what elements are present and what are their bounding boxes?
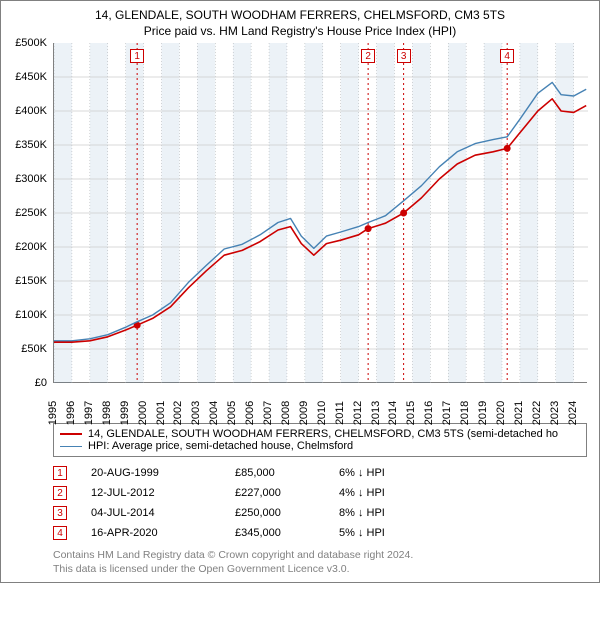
transaction-date: 04-JUL-2014 bbox=[91, 507, 211, 519]
x-tick-label: 2010 bbox=[316, 401, 328, 425]
x-tick-label: 1996 bbox=[65, 401, 77, 425]
chart-card: 14, GLENDALE, SOUTH WOODHAM FERRERS, CHE… bbox=[0, 0, 600, 583]
event-marker-badge: 1 bbox=[130, 49, 144, 63]
x-tick-label: 2012 bbox=[352, 401, 364, 425]
event-marker-badge: 3 bbox=[397, 49, 411, 63]
legend-swatch bbox=[60, 433, 82, 435]
transaction-date: 20-AUG-1999 bbox=[91, 467, 211, 479]
legend-label: 14, GLENDALE, SOUTH WOODHAM FERRERS, CHE… bbox=[88, 428, 558, 440]
transaction-row: 3 04-JUL-2014 £250,000 8% ↓ HPI bbox=[53, 503, 587, 523]
transaction-hpi-delta: 6% ↓ HPI bbox=[339, 467, 479, 479]
transaction-badge: 3 bbox=[53, 506, 67, 520]
y-tick-label: £300K bbox=[15, 173, 47, 185]
transaction-badge: 1 bbox=[53, 466, 67, 480]
x-tick-label: 1998 bbox=[101, 401, 113, 425]
y-tick-label: £50K bbox=[21, 343, 47, 355]
transaction-price: £345,000 bbox=[235, 527, 315, 539]
transaction-price: £85,000 bbox=[235, 467, 315, 479]
y-tick-label: £250K bbox=[15, 207, 47, 219]
title-subtitle: Price paid vs. HM Land Registry's House … bbox=[5, 23, 595, 39]
x-tick-label: 2007 bbox=[262, 401, 274, 425]
y-tick-label: £500K bbox=[15, 37, 47, 49]
x-tick-label: 1999 bbox=[119, 401, 131, 425]
legend-item: 14, GLENDALE, SOUTH WOODHAM FERRERS, CHE… bbox=[60, 428, 580, 440]
x-tick-label: 2009 bbox=[298, 401, 310, 425]
footer-line-1: Contains HM Land Registry data © Crown c… bbox=[53, 549, 587, 562]
x-tick-label: 2011 bbox=[334, 402, 346, 426]
x-tick-label: 2022 bbox=[531, 401, 543, 425]
plot-svg bbox=[54, 43, 588, 383]
x-tick-label: 2000 bbox=[137, 401, 149, 425]
transaction-row: 4 16-APR-2020 £345,000 5% ↓ HPI bbox=[53, 523, 587, 543]
transaction-hpi-delta: 8% ↓ HPI bbox=[339, 507, 479, 519]
y-tick-label: £150K bbox=[15, 275, 47, 287]
footer-attribution: Contains HM Land Registry data © Crown c… bbox=[53, 549, 587, 575]
x-tick-label: 2014 bbox=[387, 401, 399, 425]
y-tick-label: £100K bbox=[15, 309, 47, 321]
x-tick-label: 2020 bbox=[495, 401, 507, 425]
transaction-price: £227,000 bbox=[235, 487, 315, 499]
x-tick-label: 2003 bbox=[190, 401, 202, 425]
legend: 14, GLENDALE, SOUTH WOODHAM FERRERS, CHE… bbox=[53, 423, 587, 457]
x-tick-label: 2023 bbox=[549, 401, 561, 425]
x-tick-label: 2013 bbox=[370, 401, 382, 425]
x-tick-label: 2005 bbox=[226, 401, 238, 425]
transaction-price: £250,000 bbox=[235, 507, 315, 519]
transactions-table: 1 20-AUG-1999 £85,000 6% ↓ HPI 2 12-JUL-2012 £… bbox=[53, 463, 587, 543]
y-tick-label: £0 bbox=[35, 377, 47, 389]
x-tick-label: 2016 bbox=[423, 401, 435, 425]
x-axis-labels: 1995199619971998199920002001200220032004… bbox=[53, 385, 587, 417]
legend-label: HPI: Average price, semi-detached house,… bbox=[88, 440, 353, 452]
x-tick-label: 1997 bbox=[83, 401, 95, 425]
y-tick-label: £200K bbox=[15, 241, 47, 253]
x-tick-label: 2008 bbox=[280, 401, 292, 425]
title-address: 14, GLENDALE, SOUTH WOODHAM FERRERS, CHE… bbox=[5, 7, 595, 23]
chart-area: £0 £50K £100K £150K £200K £250K £300K £350K £400… bbox=[5, 43, 595, 417]
y-tick-label: £400K bbox=[15, 105, 47, 117]
transaction-badge: 2 bbox=[53, 486, 67, 500]
event-marker-badge: 4 bbox=[500, 49, 514, 63]
legend-swatch bbox=[60, 446, 82, 447]
transaction-hpi-delta: 4% ↓ HPI bbox=[339, 487, 479, 499]
footer-line-2: This data is licensed under the Open Gov… bbox=[53, 563, 587, 576]
x-tick-label: 2002 bbox=[172, 401, 184, 425]
titles-block: 14, GLENDALE, SOUTH WOODHAM FERRERS, CHE… bbox=[5, 5, 595, 43]
x-tick-label: 2024 bbox=[567, 401, 579, 425]
y-tick-label: £350K bbox=[15, 139, 47, 151]
x-tick-label: 2017 bbox=[441, 401, 453, 425]
x-tick-label: 2021 bbox=[513, 401, 525, 425]
transaction-badge: 4 bbox=[53, 526, 67, 540]
legend-item: HPI: Average price, semi-detached house,… bbox=[60, 440, 580, 452]
transaction-hpi-delta: 5% ↓ HPI bbox=[339, 527, 479, 539]
plot-area: 1 2 3 4 bbox=[53, 43, 587, 383]
x-tick-label: 2006 bbox=[244, 401, 256, 425]
event-marker-badge: 2 bbox=[361, 49, 375, 63]
transaction-date: 12-JUL-2012 bbox=[91, 487, 211, 499]
x-tick-label: 2015 bbox=[405, 401, 417, 425]
transaction-row: 2 12-JUL-2012 £227,000 4% ↓ HPI bbox=[53, 483, 587, 503]
x-tick-label: 2018 bbox=[459, 401, 471, 425]
x-tick-label: 2004 bbox=[208, 401, 220, 425]
transaction-date: 16-APR-2020 bbox=[91, 527, 211, 539]
y-tick-label: £450K bbox=[15, 71, 47, 83]
x-tick-label: 2019 bbox=[477, 401, 489, 425]
y-axis-labels: £0£50K£100K£150K£200K£250K£300K£350K£400… bbox=[5, 43, 51, 383]
x-tick-label: 1995 bbox=[47, 401, 59, 425]
x-tick-label: 2001 bbox=[155, 401, 167, 425]
transaction-row: 1 20-AUG-1999 £85,000 6% ↓ HPI bbox=[53, 463, 587, 483]
